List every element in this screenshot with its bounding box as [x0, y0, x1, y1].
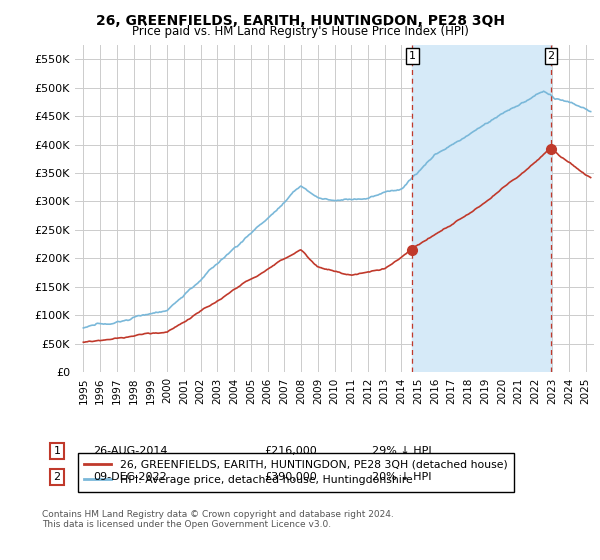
- Text: 09-DEC-2022: 09-DEC-2022: [93, 472, 167, 482]
- Text: £216,000: £216,000: [264, 446, 317, 456]
- Text: 1: 1: [409, 51, 416, 61]
- Text: 26, GREENFIELDS, EARITH, HUNTINGDON, PE28 3QH: 26, GREENFIELDS, EARITH, HUNTINGDON, PE2…: [95, 14, 505, 28]
- Text: £390,000: £390,000: [264, 472, 317, 482]
- Text: Contains HM Land Registry data © Crown copyright and database right 2024.
This d: Contains HM Land Registry data © Crown c…: [42, 510, 394, 529]
- Text: 29% ↓ HPI: 29% ↓ HPI: [372, 446, 431, 456]
- Text: 1: 1: [53, 446, 61, 456]
- Text: Price paid vs. HM Land Registry's House Price Index (HPI): Price paid vs. HM Land Registry's House …: [131, 25, 469, 38]
- Legend: 26, GREENFIELDS, EARITH, HUNTINGDON, PE28 3QH (detached house), HPI: Average pri: 26, GREENFIELDS, EARITH, HUNTINGDON, PE2…: [78, 453, 514, 492]
- Text: 2: 2: [548, 51, 555, 61]
- Text: 2: 2: [53, 472, 61, 482]
- Text: 26-AUG-2014: 26-AUG-2014: [93, 446, 167, 456]
- Text: 20% ↓ HPI: 20% ↓ HPI: [372, 472, 431, 482]
- Bar: [412, 45, 551, 372]
